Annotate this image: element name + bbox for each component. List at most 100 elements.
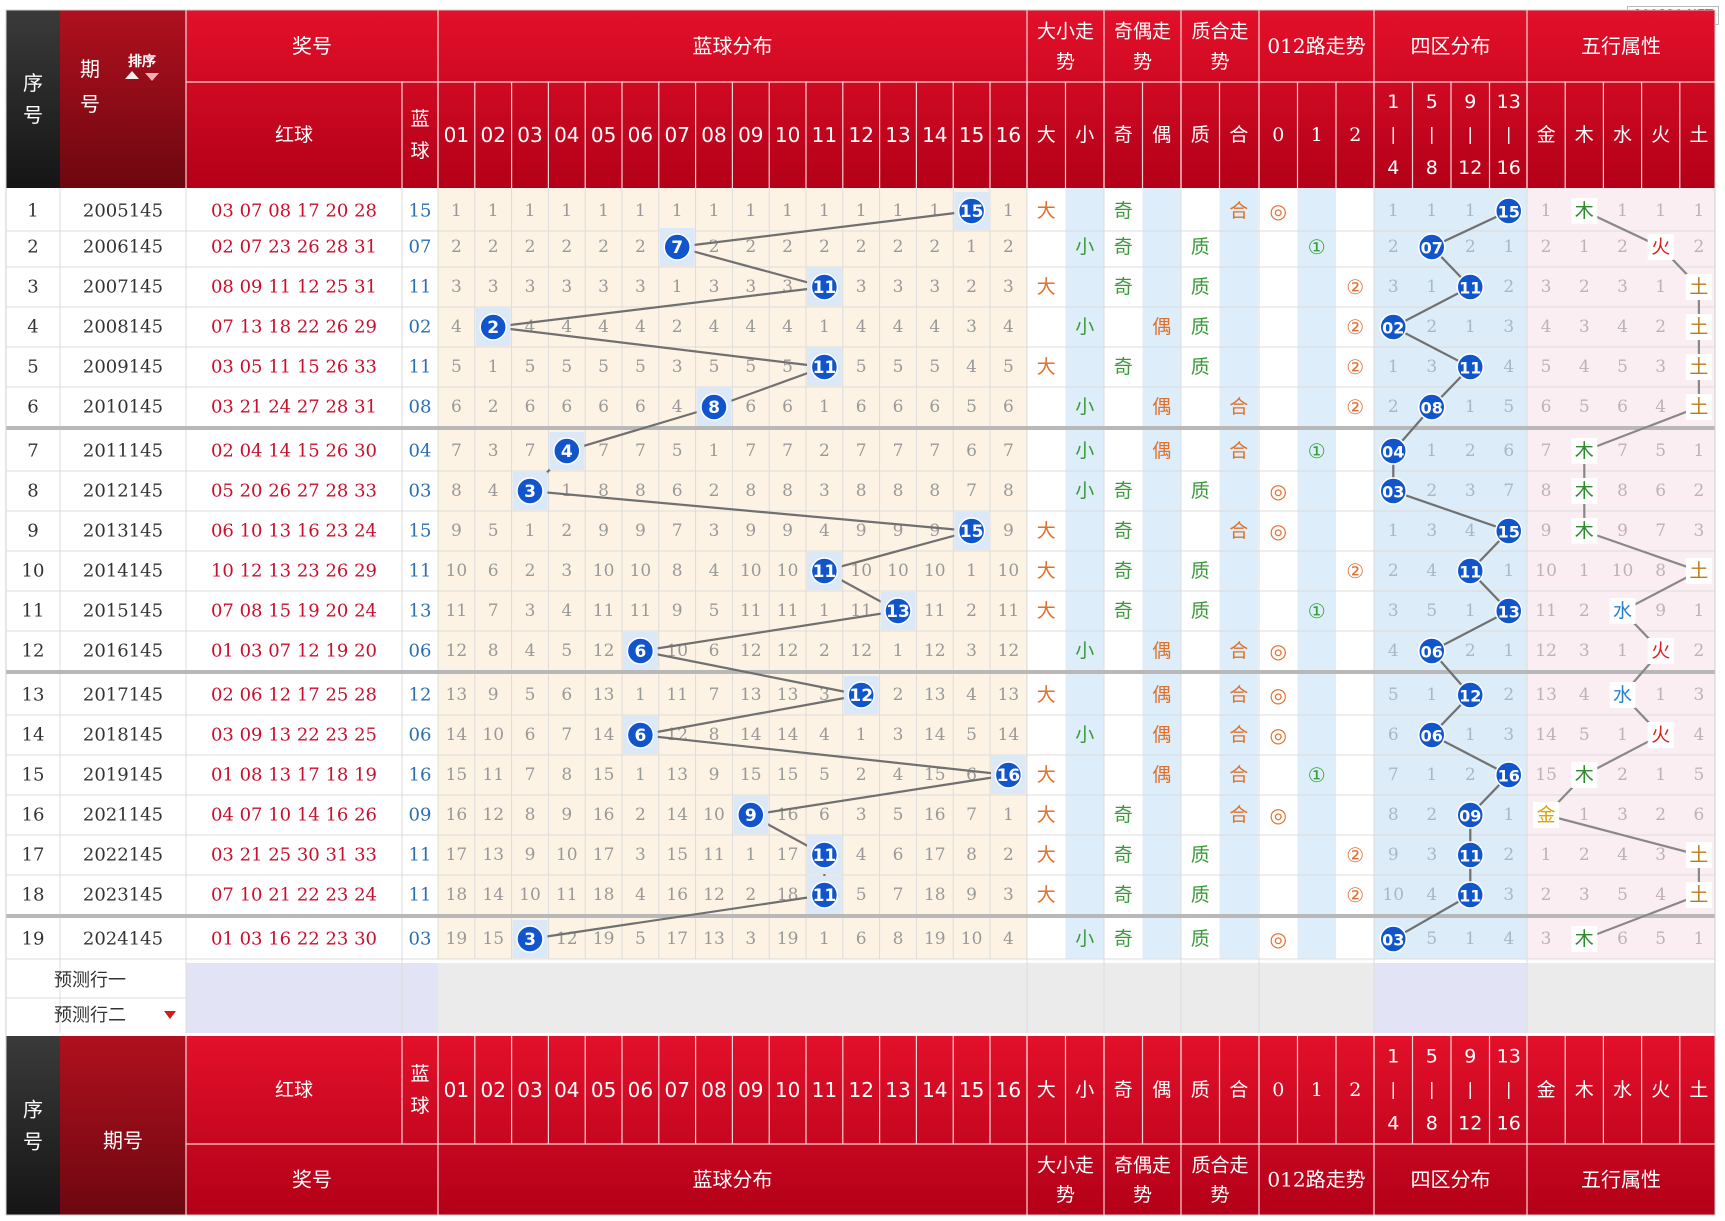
wuxing-omission-value: 1 [1617, 725, 1628, 745]
prime_comp-title-line2: 势 [1210, 1184, 1229, 1206]
blue-omission-value: 6 [1003, 397, 1014, 417]
blue-omission-value: 3 [782, 277, 793, 297]
blue-ball-hit-label: 6 [634, 642, 646, 662]
odd_even-title-line1: 奇偶走 [1114, 1154, 1171, 1176]
blue-omission-value: 11 [998, 601, 1020, 621]
predict-row-label[interactable]: 预测行二 [54, 1005, 126, 1026]
wuxing-hit-bg [1571, 518, 1598, 544]
blue-omission-value: 1 [819, 929, 830, 949]
blue-omission-value: 2 [709, 481, 720, 501]
row-red-balls: 02 06 12 17 25 28 [211, 685, 377, 706]
row-period: 2008145 [83, 317, 163, 338]
row-red-balls: 03 05 11 15 26 33 [211, 357, 377, 378]
blue-omission-value: 1 [819, 317, 830, 337]
blue-omission-value: 3 [525, 601, 536, 621]
big-small-mark: 小 [1075, 480, 1094, 502]
wuxing-title: 五行属性 [1581, 1168, 1661, 1192]
row-seq: 7 [27, 441, 38, 462]
wuxing-omission-value: 2 [1617, 237, 1628, 257]
blue-omission-value: 7 [893, 885, 904, 905]
blue-ball-hit-label: 11 [813, 886, 837, 906]
big_small-title-line1: 大小走 [1037, 21, 1094, 43]
blue-omission-value: 9 [966, 885, 977, 905]
blue-omission-value: 2 [893, 685, 904, 705]
blue-omission-value: 7 [709, 685, 720, 705]
blue-omission-value: 8 [635, 481, 646, 501]
blue-omission-value: 14 [740, 725, 762, 745]
row-seq: 16 [22, 805, 45, 826]
blue-omission-value: 3 [856, 277, 867, 297]
blue-omission-value: 7 [598, 441, 609, 461]
blue-omission-value: 2 [929, 237, 940, 257]
blue-omission-value: 7 [1003, 441, 1014, 461]
row-red-balls: 03 09 13 22 23 25 [211, 725, 377, 746]
big-small-mark: 大 [1037, 200, 1056, 222]
blue-omission-value: 19 [777, 929, 799, 949]
row-red-balls: 06 10 13 16 23 24 [211, 521, 377, 542]
zone-col-label-to: 4 [1387, 1112, 1399, 1134]
blue-omission-value: 6 [782, 397, 793, 417]
road-mark: ② [1346, 883, 1364, 907]
odd-even-mark: 偶 [1152, 316, 1171, 338]
wuxing-omission-value: 7 [1541, 441, 1552, 461]
blue-omission-value: 4 [745, 317, 756, 337]
blue-omission-value: 15 [666, 845, 688, 865]
row-red-balls: 07 13 18 22 26 29 [211, 317, 377, 338]
blue-omission-value: 15 [777, 765, 799, 785]
row-seq: 19 [22, 929, 45, 950]
prime_comp-title-line1: 质合走 [1191, 1154, 1248, 1176]
blue-omission-value: 2 [782, 237, 793, 257]
trend-col-label: 质 [1191, 1079, 1210, 1101]
blue-omission-value: 7 [966, 481, 977, 501]
trend-col-label: 奇 [1114, 124, 1133, 146]
blue-omission-value: 2 [819, 237, 830, 257]
big-small-mark: 小 [1075, 724, 1094, 746]
zone-col-label-sep: | [1506, 1080, 1512, 1100]
blue-omission-value: 7 [635, 441, 646, 461]
blue-ball-hit [994, 761, 1023, 789]
wuxing-omission-value: 6 [1693, 805, 1704, 825]
road012-title: 012路走势 [1267, 34, 1365, 58]
zone-hit-label: 11 [1459, 563, 1481, 582]
big-small-mark: 小 [1075, 316, 1094, 338]
blue-omission-value: 9 [856, 521, 867, 541]
wuxing-omission-value: 10 [1535, 561, 1557, 581]
blue-omission-value: 4 [819, 521, 830, 541]
zone-omission-value: 10 [1382, 885, 1404, 905]
blue-ball-hit-label: 16 [997, 766, 1021, 786]
predict-area-zone [1374, 963, 1527, 1033]
blue-omission-value: 11 [482, 765, 504, 785]
zone-hit-label: 11 [1459, 887, 1481, 906]
blue-omission-value: 9 [893, 521, 904, 541]
blue-omission-value: 3 [709, 277, 720, 297]
zone-omission-value: 6 [1503, 441, 1514, 461]
zone-omission-value: 1 [1465, 317, 1476, 337]
blue-ball-hit [737, 801, 765, 829]
blue-omission-value: 3 [819, 685, 830, 705]
trend-col-label: 1 [1311, 124, 1323, 146]
seq-header-cell [6, 1036, 60, 1215]
sort-button[interactable]: 排序 [128, 53, 156, 70]
trend-col-label: 质 [1191, 124, 1210, 146]
blue-ball-hit-label: 6 [634, 726, 646, 746]
sort-up-icon[interactable] [125, 71, 139, 79]
blue-omission-value: 12 [777, 641, 799, 661]
blue-num-col-2: 02 [480, 123, 505, 147]
wuxing-omission-value: 1 [1655, 685, 1666, 705]
blue-num-col-12: 12 [848, 123, 873, 147]
predict-row-label[interactable]: 预测行一 [54, 970, 126, 991]
blue-omission-value: 2 [1003, 845, 1014, 865]
blue-omission-value: 10 [630, 561, 652, 581]
row-blue-ball: 11 [409, 885, 432, 906]
wuxing-omission-value: 3 [1579, 317, 1590, 337]
wuxing-title: 五行属性 [1581, 34, 1661, 58]
blue-omission-value: 12 [740, 641, 762, 661]
zone-omission-value: 4 [1426, 561, 1437, 581]
blue-omission-value: 12 [593, 641, 615, 661]
blue-omission-value: 4 [525, 317, 536, 337]
blue-ball-col-label-1: 蓝 [410, 108, 429, 130]
zone-col-label-to: 8 [1426, 157, 1438, 179]
row-seq: 9 [27, 521, 38, 542]
row-red-balls: 03 21 24 27 28 31 [211, 397, 377, 418]
sort-down-icon[interactable] [145, 73, 159, 81]
